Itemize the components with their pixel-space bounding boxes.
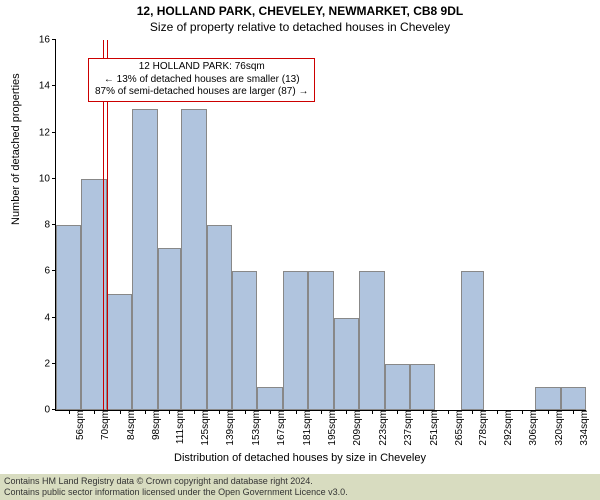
histogram-bar (535, 387, 560, 410)
y-tick-label: 4 (44, 312, 56, 323)
x-tick-mark (497, 410, 498, 414)
x-tick-label: 251sqm (427, 410, 440, 446)
histogram-bar (232, 271, 257, 410)
x-tick-label: 237sqm (401, 410, 414, 446)
x-tick-label: 153sqm (249, 410, 262, 446)
x-tick-mark (94, 410, 95, 414)
y-tick-mark (52, 39, 56, 40)
annotation-line-1: 12 HOLLAND PARK: 76sqm (95, 61, 308, 74)
x-tick-mark (145, 410, 146, 414)
y-tick-label: 10 (39, 173, 56, 184)
x-tick-mark (372, 410, 373, 414)
x-tick-label: 181sqm (300, 410, 313, 446)
histogram-bar (181, 109, 206, 410)
histogram-bar (207, 225, 232, 410)
histogram-bar (132, 109, 157, 410)
x-tick-mark (194, 410, 195, 414)
footer-line-1: Contains HM Land Registry data © Crown c… (4, 476, 596, 487)
y-tick-label: 6 (44, 266, 56, 277)
histogram-bar (257, 387, 282, 410)
chart-title-sub: Size of property relative to detached ho… (0, 20, 600, 34)
y-axis-label: Number of detached properties (10, 73, 22, 225)
footer-line-2: Contains public sector information licen… (4, 487, 596, 498)
plot-area: 12 HOLLAND PARK: 76sqm ← 13% of detached… (55, 40, 586, 411)
x-tick-mark (245, 410, 246, 414)
annotation-line-2: ← 13% of detached houses are smaller (13… (95, 74, 308, 87)
chart-title-main: 12, HOLLAND PARK, CHEVELEY, NEWMARKET, C… (0, 4, 600, 18)
x-tick-mark (169, 410, 170, 414)
x-tick-label: 209sqm (350, 410, 363, 446)
y-tick-label: 14 (39, 81, 56, 92)
y-tick-label: 16 (39, 35, 56, 46)
x-axis-label: Distribution of detached houses by size … (0, 452, 600, 464)
x-tick-mark (219, 410, 220, 414)
x-tick-label: 56sqm (73, 410, 86, 440)
footer: Contains HM Land Registry data © Crown c… (0, 474, 600, 500)
y-tick-label: 8 (44, 220, 56, 231)
x-tick-mark (448, 410, 449, 414)
histogram-bar (385, 364, 410, 410)
histogram-bar (410, 364, 435, 410)
x-tick-label: 70sqm (98, 410, 111, 440)
x-tick-mark (321, 410, 322, 414)
x-tick-label: 334sqm (577, 410, 590, 446)
histogram-bar (158, 248, 182, 410)
x-tick-label: 84sqm (124, 410, 137, 440)
histogram-bar (461, 271, 485, 410)
x-tick-mark (472, 410, 473, 414)
histogram-bar (107, 294, 132, 410)
x-tick-label: 265sqm (452, 410, 465, 446)
x-tick-mark (522, 410, 523, 414)
x-tick-mark (296, 410, 297, 414)
x-tick-label: 223sqm (376, 410, 389, 446)
x-tick-label: 195sqm (325, 410, 338, 446)
histogram-bar (561, 387, 586, 410)
x-tick-label: 278sqm (476, 410, 489, 446)
x-tick-mark (69, 410, 70, 414)
y-tick-mark (52, 178, 56, 179)
histogram-bar (334, 318, 359, 411)
x-tick-mark (548, 410, 549, 414)
x-tick-mark (397, 410, 398, 414)
x-tick-mark (270, 410, 271, 414)
x-tick-label: 139sqm (223, 410, 236, 446)
x-tick-label: 167sqm (274, 410, 287, 446)
x-tick-label: 306sqm (526, 410, 539, 446)
y-tick-label: 2 (44, 358, 56, 369)
histogram-bar (359, 271, 384, 410)
x-tick-label: 111sqm (173, 410, 186, 444)
x-tick-mark (120, 410, 121, 414)
histogram-bar (56, 225, 81, 410)
y-tick-mark (52, 132, 56, 133)
x-tick-label: 292sqm (501, 410, 514, 446)
y-tick-label: 0 (44, 405, 56, 416)
histogram-bar (308, 271, 333, 410)
x-tick-label: 98sqm (149, 410, 162, 440)
y-tick-mark (52, 85, 56, 86)
x-tick-mark (423, 410, 424, 414)
x-tick-label: 320sqm (552, 410, 565, 446)
x-tick-mark (573, 410, 574, 414)
histogram-bar (283, 271, 308, 410)
x-tick-label: 125sqm (198, 410, 211, 446)
y-tick-label: 12 (39, 127, 56, 138)
x-tick-mark (346, 410, 347, 414)
annotation-line-3: 87% of semi-detached houses are larger (… (95, 86, 308, 99)
annotation-box: 12 HOLLAND PARK: 76sqm ← 13% of detached… (88, 58, 315, 102)
chart-container: 12, HOLLAND PARK, CHEVELEY, NEWMARKET, C… (0, 0, 600, 500)
